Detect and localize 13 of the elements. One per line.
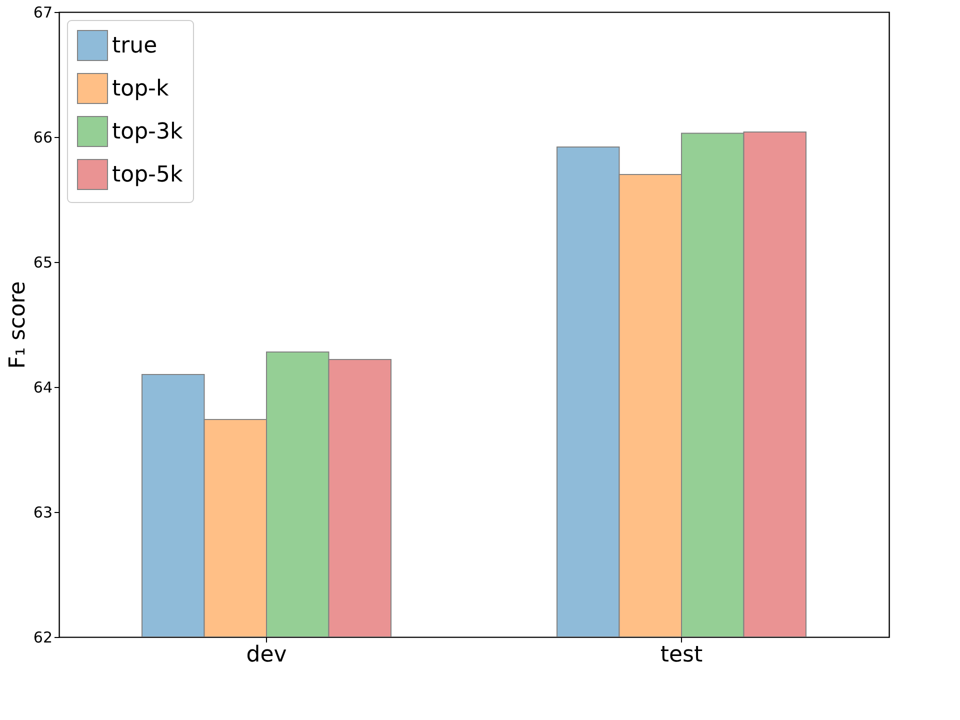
x-tick-label: test	[660, 642, 703, 668]
y-tick-label: 64	[33, 378, 52, 396]
y-tick-label: 62	[33, 628, 52, 646]
legend-label: top-5k	[112, 162, 183, 188]
y-tick-label: 65	[33, 254, 52, 272]
y-tick-label: 63	[33, 504, 52, 522]
x-tick-label: dev	[246, 642, 287, 668]
y-axis-title: F₁ score	[5, 281, 30, 369]
legend-label: true	[112, 34, 158, 58]
y-tick-label: 66	[33, 128, 52, 146]
legend-label: top-k	[112, 76, 169, 102]
y-tick-label: 67	[33, 4, 52, 22]
legend-label: top-3k	[112, 120, 183, 144]
